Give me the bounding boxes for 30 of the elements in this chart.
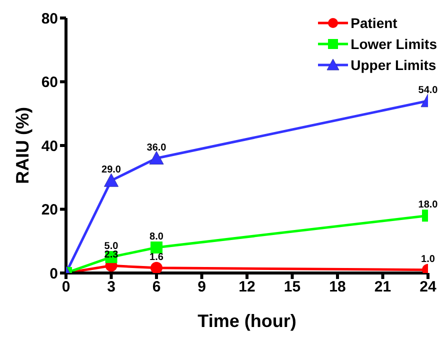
data-label: 54.0 [418,84,438,96]
x-axis-title: Time (hour) [198,311,296,331]
legend-label: Patient [350,14,398,30]
data-label: 1.0 [421,254,436,265]
data-label: 36.0 [146,142,167,154]
legend-label: Upper Limits [350,56,436,72]
x-tick-label: 15 [284,278,301,296]
y-tick-label: 40 [41,138,58,155]
data-label: 18.0 [418,200,438,211]
point [149,151,164,164]
point [150,242,162,254]
point [150,262,162,273]
x-tick-label: 6 [152,278,161,296]
data-label: 29.0 [102,164,122,176]
y-tick-label: 60 [41,74,58,92]
x-tick-label: 18 [329,278,346,296]
x-tick-label: 0 [62,278,70,296]
y-axis-title: RAIU (%) [12,107,32,184]
point [104,173,118,187]
data-label: 8.0 [150,232,164,242]
y-tick-label: 80 [41,10,58,28]
x-tick-label: 9 [198,278,206,296]
x-tick-label: 12 [238,278,256,296]
data-label: 1.6 [150,252,164,263]
y-tick-label: 0 [50,265,58,282]
legend-label: Lower Limits [350,36,437,52]
x-tick-label: 21 [374,278,392,296]
x-tick-label: 24 [420,278,437,296]
y-tick-label: 20 [41,202,58,219]
x-tick-label: 3 [107,278,116,296]
